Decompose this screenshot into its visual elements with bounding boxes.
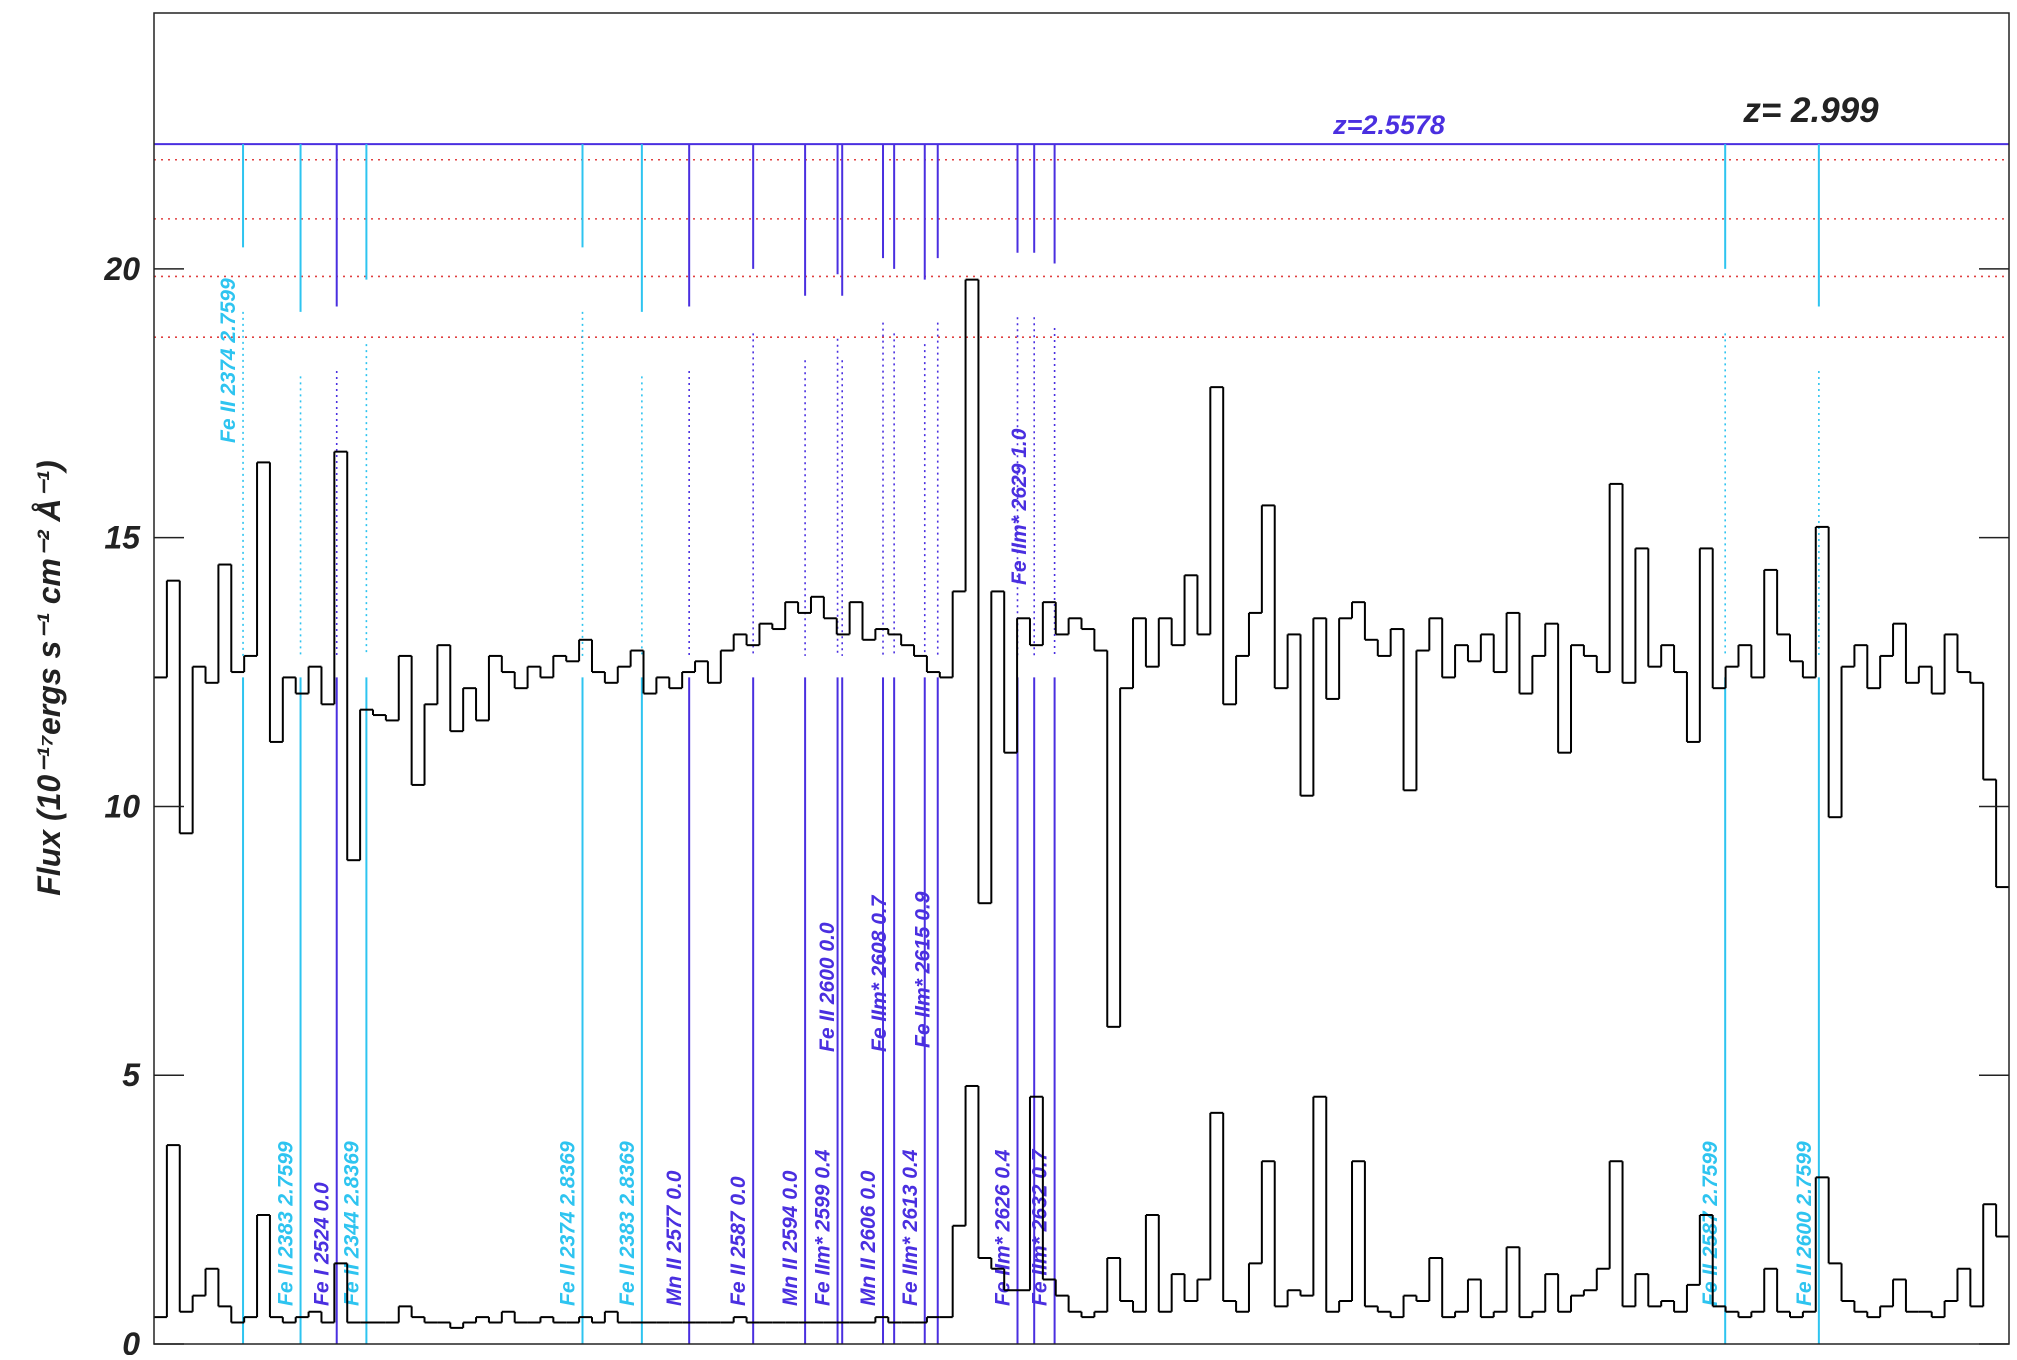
marker-label: Mn II 2577 0.0 [663, 1170, 686, 1306]
marker-label: Fe I 2524 0.0 [311, 1182, 334, 1306]
marker-label: Fe II 2383 2.8369 [616, 1141, 639, 1306]
plot-frame [153, 12, 2010, 1345]
marker-label: Fe II 2383 2.7599 [275, 1141, 298, 1306]
marker-label: Fe II 2374 2.8369 [557, 1141, 580, 1306]
annotation: z= 2.999 [1742, 91, 1879, 130]
marker-label: Mn II 2606 0.0 [857, 1170, 880, 1306]
spectrum-riser [165, 279, 1998, 1027]
marker-label: Fe IIm* 2608 0.7 [868, 894, 891, 1052]
marker-label: Fe II 2600 0.0 [816, 922, 839, 1052]
marker-label: Fe IIm* 2599 0.4 [812, 1149, 835, 1306]
y-tick-label: 15 [104, 520, 141, 556]
marker-label: Fe IIm* 2626 0.4 [992, 1149, 1015, 1306]
y-tick-label: 20 [103, 251, 140, 287]
annotation: z=2.5578 [1332, 110, 1445, 140]
y-tick-label: 10 [104, 788, 140, 824]
marker-label: Fe II 2587 0.0 [727, 1176, 750, 1306]
y-tick-label: 0 [122, 1326, 140, 1355]
y-tick-label: 5 [122, 1057, 141, 1093]
marker-label: Fe II 2600 2.7599 [1793, 1141, 1816, 1306]
marker-label: Fe II 2344 2.8369 [340, 1141, 363, 1306]
marker-label: Fe IIm* 2629 1.0 [1008, 428, 1031, 585]
marker-label: Fe IIm* 2613 0.4 [899, 1149, 922, 1306]
y-axis-label: Flux (10⁻¹⁷ergs s⁻¹ cm⁻² Å⁻¹) [31, 460, 67, 895]
marker-label: Fe IIm* 2632 0.7 [1029, 1148, 1052, 1306]
marker-label: Fe IIm* 2615 0.9 [912, 891, 935, 1048]
marker-label: Fe II 2374 2.7599 [217, 278, 240, 443]
marker-label: Mn II 2594 0.0 [779, 1170, 802, 1306]
marker-label: Fe II 2587 2.7599 [1699, 1141, 1722, 1306]
